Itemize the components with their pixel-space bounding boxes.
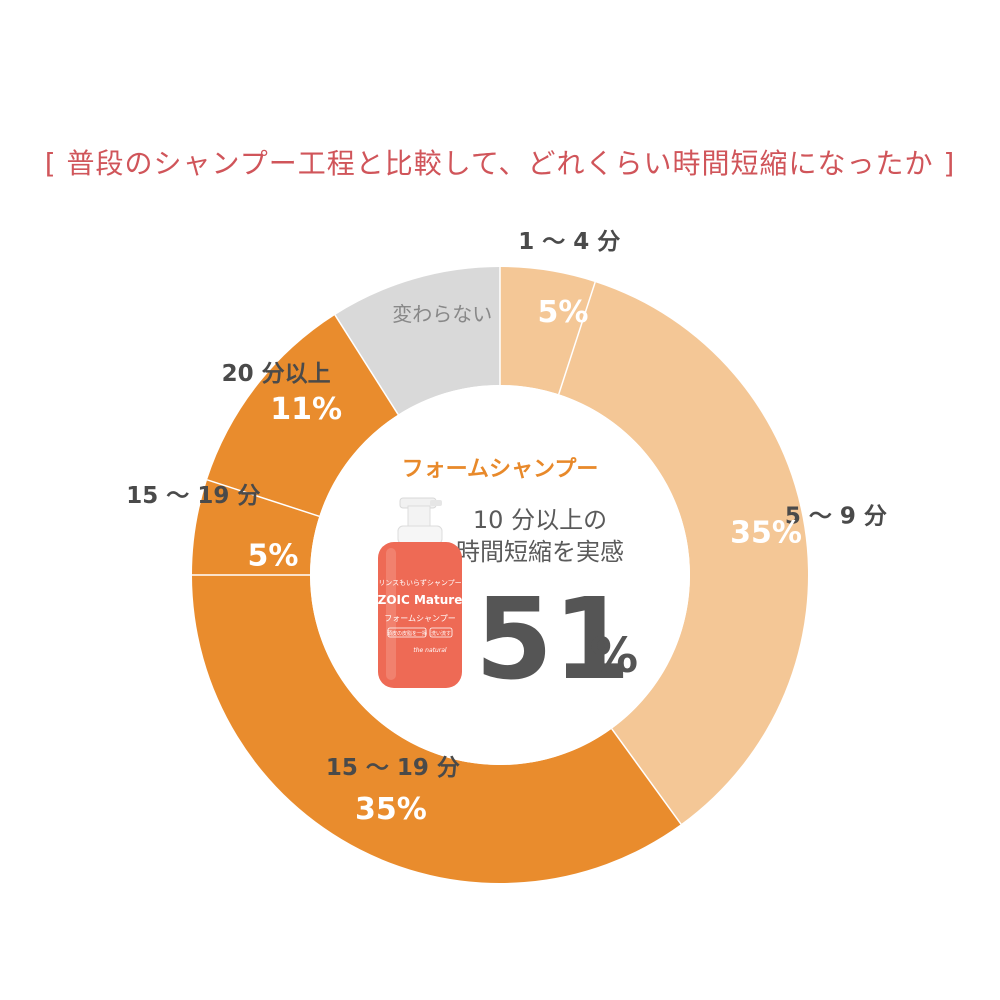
slice-percent-label: 5% bbox=[247, 538, 298, 573]
bottle-small-text: リンスもいらずシャンプー bbox=[378, 578, 461, 587]
center-big-unit: % bbox=[590, 628, 638, 684]
slice-separator bbox=[206, 479, 320, 518]
center-line-1: 10 分以上の bbox=[473, 506, 607, 534]
slice-category-label: 1 ～ 4 分 bbox=[518, 229, 620, 255]
slice-category-label: 15 ～ 19 分 bbox=[126, 483, 260, 509]
slice-category-label: 15 ～ 19 分 bbox=[326, 755, 460, 781]
bottle-sign: the natural bbox=[413, 647, 447, 654]
donut-slices bbox=[192, 267, 809, 883]
slice-percent-label: 35% bbox=[355, 792, 427, 827]
donut-slice bbox=[558, 282, 809, 825]
donut-slice bbox=[192, 479, 320, 575]
slice-separator bbox=[611, 728, 682, 825]
slice-percent-label: 35% bbox=[730, 515, 802, 550]
slice-category-label: 変わらない bbox=[392, 302, 492, 326]
donut-slice bbox=[207, 314, 399, 517]
center-line-2: 時間短縮を実感 bbox=[456, 538, 624, 566]
bottle-brand: ZOIC Mature bbox=[378, 593, 463, 607]
slice-labels: 1 ～ 4 分5%5 ～ 9 分35%15 ～ 19 分35%15 ～ 19 分… bbox=[126, 229, 887, 827]
product-label: フォームシャンプー bbox=[402, 457, 599, 482]
donut-slice bbox=[500, 267, 596, 395]
center-big-value: 51 bbox=[475, 575, 631, 705]
bottle-badge-1: 頭皮の皮脂を一掃 bbox=[387, 630, 427, 637]
slice-percent-label: 5% bbox=[538, 295, 589, 330]
slice-separator bbox=[334, 314, 399, 415]
donut-slice bbox=[334, 267, 500, 415]
slice-separator bbox=[557, 281, 596, 395]
chart-title: [ 普段のシャンプー工程と比較して、どれくらい時間短縮になったか ] bbox=[44, 147, 956, 180]
slice-category-label: 20 分以上 bbox=[222, 361, 331, 387]
slice-category-label: 5 ～ 9 分 bbox=[785, 503, 887, 529]
bottle-sub: フォームシャンプー bbox=[384, 614, 456, 623]
bottle-badge-2: 洗い流す bbox=[431, 630, 451, 637]
product-bottle: リンスもいらずシャンプー ZOIC Mature フォームシャンプー 頭皮の皮脂… bbox=[378, 497, 463, 688]
slice-separators bbox=[192, 267, 682, 825]
donut-slice bbox=[192, 575, 682, 883]
slice-percent-label: 11% bbox=[270, 392, 342, 427]
